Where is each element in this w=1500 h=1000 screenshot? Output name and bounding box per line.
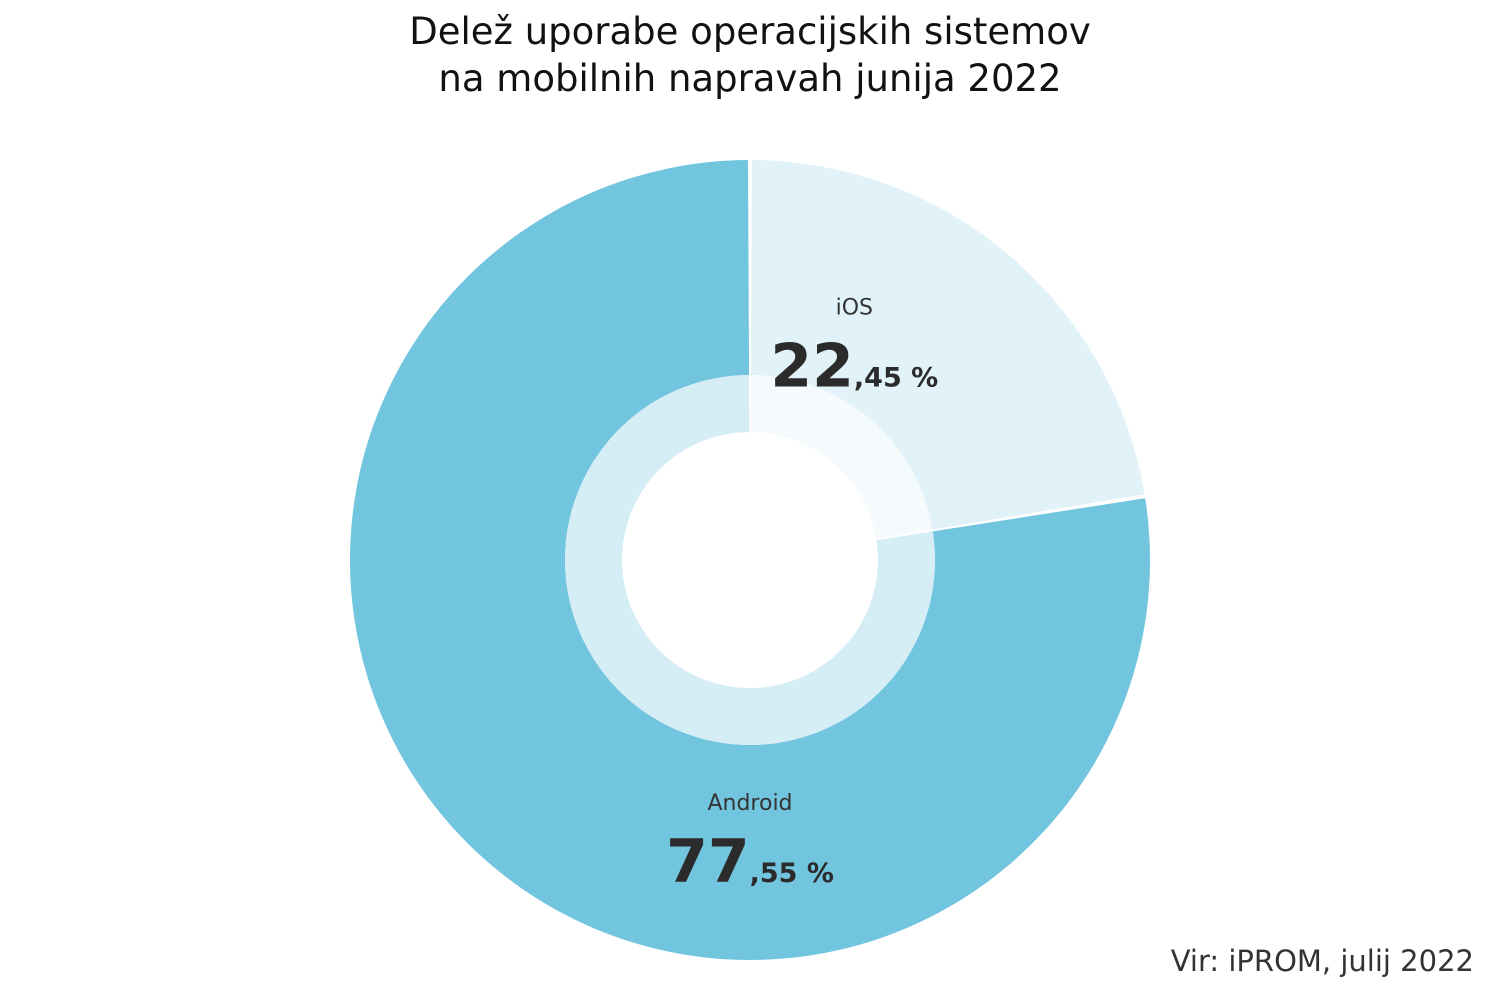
- label-android-value: 77,55 %: [666, 827, 834, 897]
- chart-title: Delež uporabe operacijskih sistemov na m…: [0, 8, 1500, 102]
- slice-ios: [750, 160, 1145, 530]
- chart-title-line-2: na mobilnih napravah junija 2022: [438, 57, 1062, 100]
- label-ios-name: iOS: [836, 296, 873, 321]
- label-android-name: Android: [707, 791, 792, 816]
- slice-android: [350, 160, 1150, 960]
- slice-inner-ios: [750, 375, 933, 539]
- label-android-value-integer: 77: [666, 827, 750, 897]
- source-note: Vir: iPROM, julij 2022: [1170, 944, 1474, 978]
- slice-inner-android: [565, 375, 936, 746]
- chart-title-line-1: Delež uporabe operacijskih sistemov: [409, 10, 1091, 53]
- label-android-value-fraction: ,55 %: [750, 858, 834, 889]
- label-ios-value: 22,45 %: [770, 332, 938, 402]
- label-ios-value-integer: 22: [770, 332, 854, 402]
- label-ios-value-fraction: ,45 %: [854, 363, 938, 394]
